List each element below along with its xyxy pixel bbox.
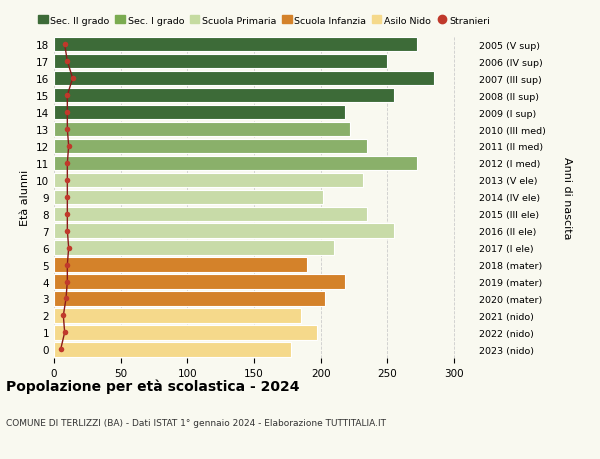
Bar — [54, 308, 301, 323]
Bar — [54, 342, 292, 357]
Bar — [54, 173, 364, 188]
Point — [62, 177, 72, 184]
Y-axis label: Età alunni: Età alunni — [20, 169, 31, 225]
Bar — [54, 224, 394, 238]
Point — [64, 245, 73, 252]
Bar — [54, 38, 416, 52]
Bar — [54, 55, 388, 69]
Point — [62, 58, 72, 66]
Bar — [54, 72, 434, 86]
Text: Popolazione per età scolastica - 2024: Popolazione per età scolastica - 2024 — [6, 379, 299, 393]
Bar — [54, 89, 394, 103]
Bar — [54, 258, 307, 272]
Y-axis label: Anni di nascita: Anni di nascita — [562, 156, 572, 239]
Point — [64, 143, 73, 150]
Point — [62, 228, 72, 235]
Bar — [54, 325, 317, 340]
Bar — [54, 123, 350, 137]
Bar — [54, 106, 344, 120]
Point — [62, 211, 72, 218]
Bar — [54, 140, 367, 154]
Point — [68, 75, 77, 83]
Bar — [54, 291, 325, 306]
Point — [61, 295, 71, 302]
Point — [62, 160, 72, 167]
Point — [60, 329, 70, 336]
Bar — [54, 190, 323, 205]
Point — [59, 312, 68, 319]
Point — [62, 109, 72, 117]
Bar — [54, 207, 367, 221]
Point — [62, 194, 72, 201]
Point — [62, 278, 72, 285]
Point — [62, 261, 72, 269]
Point — [56, 346, 65, 353]
Point — [60, 41, 70, 49]
Legend: Sec. II grado, Sec. I grado, Scuola Primaria, Scuola Infanzia, Asilo Nido, Stran: Sec. II grado, Sec. I grado, Scuola Prim… — [38, 17, 490, 26]
Text: COMUNE DI TERLIZZI (BA) - Dati ISTAT 1° gennaio 2024 - Elaborazione TUTTITALIA.I: COMUNE DI TERLIZZI (BA) - Dati ISTAT 1° … — [6, 418, 386, 427]
Bar — [54, 275, 344, 289]
Point — [62, 92, 72, 100]
Point — [62, 126, 72, 134]
Bar — [54, 157, 416, 171]
Bar — [54, 241, 334, 255]
